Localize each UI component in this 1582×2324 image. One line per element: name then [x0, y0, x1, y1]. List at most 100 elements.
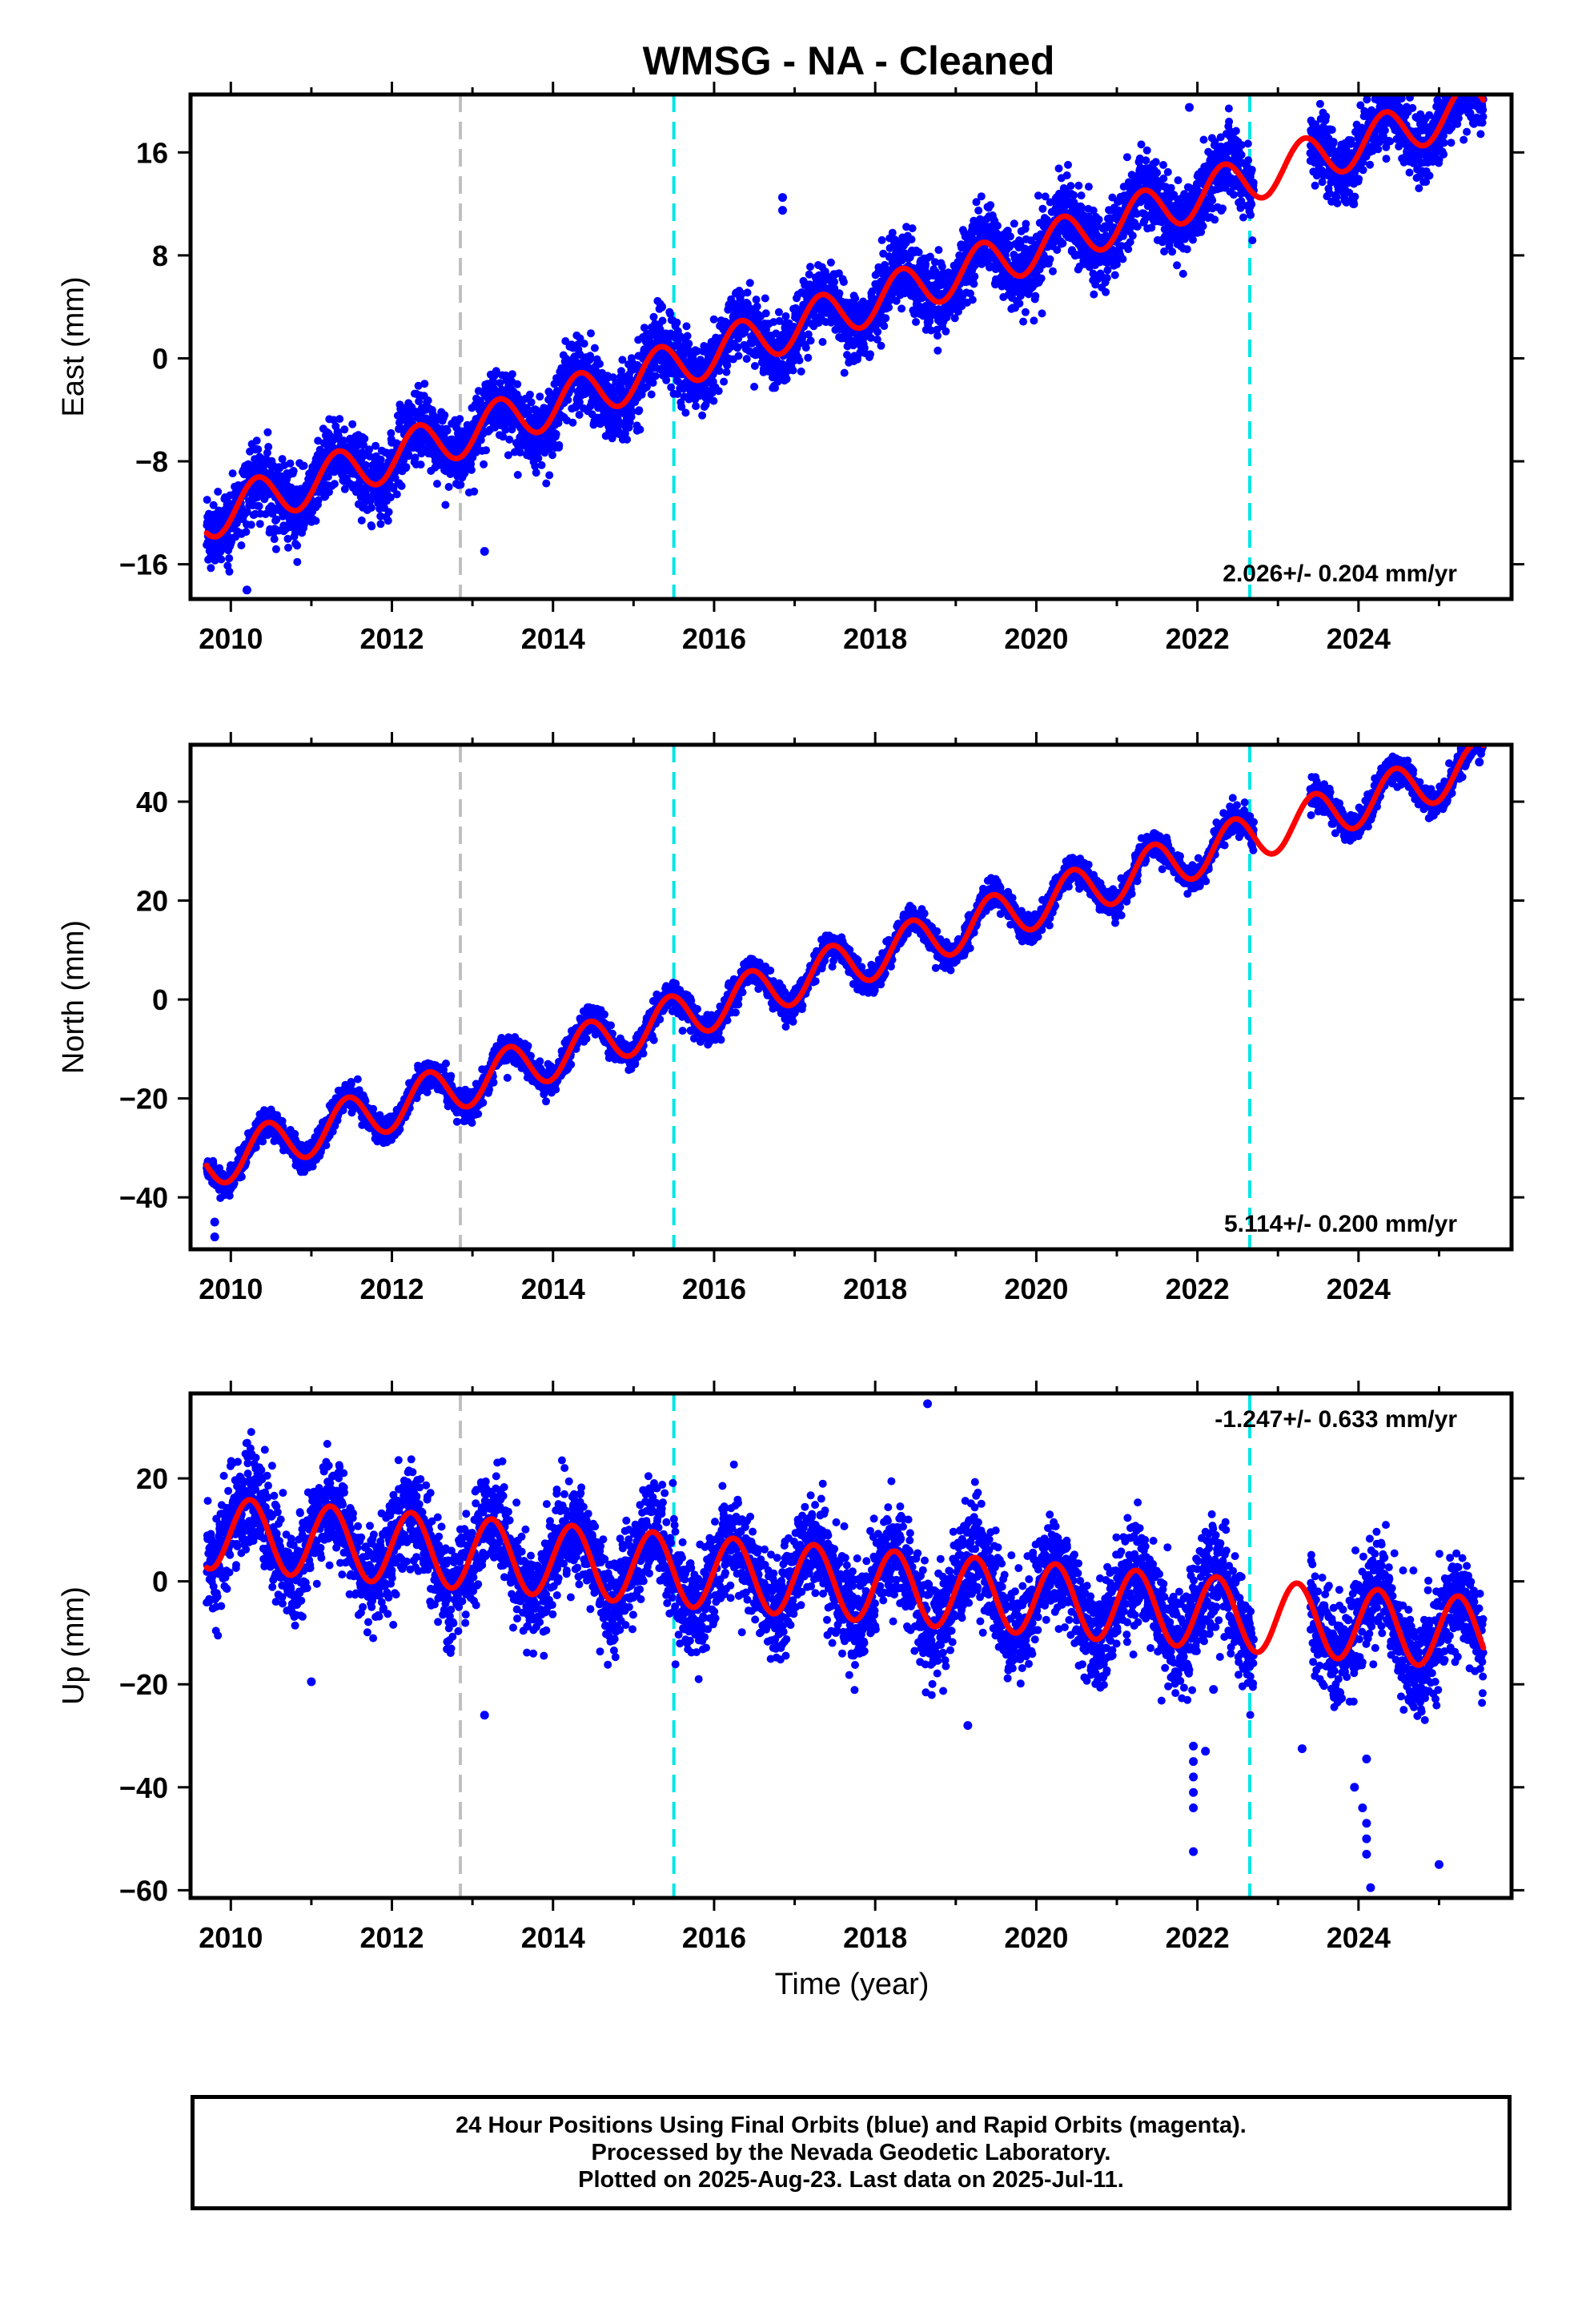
data-point	[209, 501, 218, 509]
data-point	[496, 379, 504, 388]
data-point	[361, 460, 370, 469]
data-point	[203, 496, 211, 505]
east-panel: 2010 2012 2014 2016 2018 2020 2022 2024−16−8081…	[57, 82, 1524, 655]
data-point	[1034, 191, 1042, 200]
data-point	[1031, 292, 1040, 300]
data-point	[283, 534, 292, 543]
data-point	[1199, 222, 1207, 231]
data-point	[1066, 182, 1075, 191]
data-point	[542, 479, 551, 488]
data-point	[840, 368, 849, 377]
data-point	[1247, 211, 1255, 219]
data-point	[806, 263, 814, 271]
data-point	[1090, 290, 1098, 299]
data-point	[1224, 104, 1233, 113]
data-point	[1094, 215, 1103, 224]
data-point	[806, 336, 815, 345]
data-point	[1078, 203, 1086, 212]
data-point	[568, 418, 577, 427]
data-point	[508, 370, 516, 379]
data-point	[467, 465, 476, 474]
data-point	[801, 344, 810, 352]
data-point	[513, 380, 522, 388]
data-point	[873, 328, 882, 336]
data-point	[1359, 166, 1367, 175]
data-point	[270, 535, 279, 544]
data-point	[1038, 204, 1047, 213]
data-point	[534, 454, 543, 463]
data-point	[1327, 126, 1336, 135]
data-point	[970, 272, 979, 281]
data-point	[1022, 219, 1030, 228]
data-point	[1070, 191, 1078, 199]
data-point	[782, 375, 791, 384]
data-point	[397, 481, 406, 490]
data-point	[252, 436, 261, 445]
data-point	[1168, 247, 1177, 256]
data-point	[1351, 192, 1359, 201]
data-point	[1225, 117, 1234, 126]
data-point	[1019, 317, 1028, 326]
data-point	[1137, 140, 1146, 149]
data-point	[228, 469, 237, 478]
data-point	[1350, 200, 1359, 208]
data-point	[934, 332, 942, 340]
data-point	[942, 327, 950, 336]
plot-area	[203, 94, 1488, 595]
data-point	[1178, 269, 1187, 278]
data-point	[392, 490, 401, 499]
data-point	[658, 316, 667, 325]
data-point	[286, 459, 295, 468]
data-point	[376, 520, 385, 529]
data-point	[527, 398, 536, 407]
data-point	[247, 521, 255, 529]
data-point	[242, 528, 251, 537]
data-point	[818, 338, 827, 346]
data-point	[1084, 183, 1093, 191]
data-point	[1142, 146, 1151, 155]
data-point	[299, 461, 308, 470]
data-point	[877, 341, 885, 350]
data-point	[444, 483, 453, 491]
data-point	[753, 302, 761, 311]
data-point	[505, 435, 514, 444]
data-point	[683, 332, 692, 340]
data-point	[715, 367, 724, 376]
data-point	[673, 318, 681, 327]
data-point	[734, 352, 743, 360]
data-point	[441, 501, 450, 509]
data-point	[1243, 139, 1252, 148]
data-point	[774, 308, 783, 316]
data-point	[314, 436, 323, 445]
data-point	[365, 445, 374, 454]
data-point	[271, 545, 280, 553]
data-point	[709, 396, 718, 405]
data-point	[537, 460, 546, 469]
data-point	[1163, 167, 1172, 176]
data-point	[443, 426, 452, 435]
data-point	[635, 406, 644, 415]
data-point	[243, 508, 251, 517]
data-point	[907, 235, 916, 243]
data-point	[255, 502, 263, 510]
data-point	[1248, 236, 1257, 245]
data-point	[1311, 181, 1319, 190]
data-point	[1239, 213, 1247, 222]
data-point	[1166, 183, 1175, 192]
data-point	[839, 278, 848, 287]
data-point	[217, 555, 226, 564]
data-point	[1124, 245, 1133, 254]
data-point	[587, 329, 595, 338]
data-point	[480, 460, 488, 468]
data-point	[881, 314, 890, 323]
data-point	[1237, 151, 1246, 159]
data-point	[1038, 309, 1046, 318]
data-point	[329, 416, 338, 424]
data-point	[681, 408, 690, 417]
data-point	[263, 428, 272, 436]
data-point	[974, 206, 983, 215]
data-point	[934, 246, 943, 255]
data-point	[293, 557, 302, 566]
data-point	[402, 463, 411, 472]
data-point	[752, 296, 761, 304]
